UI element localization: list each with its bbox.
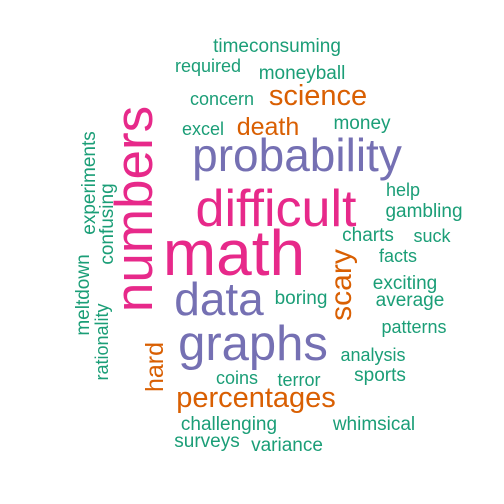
word-numbers: numbers [105,106,164,312]
word-difficult: difficult [196,180,357,238]
word-coins: coins [216,368,258,388]
word-surveys: surveys [174,431,239,452]
word-whimsical: whimsical [332,414,415,435]
word-timeconsuming: timeconsuming [213,36,341,57]
word-scary: scary [325,249,358,321]
word-charts: charts [342,225,394,246]
word-help: help [386,180,420,200]
word-challenging: challenging [181,414,277,435]
word-percentages: percentages [176,382,336,414]
word-hard: hard [141,342,169,392]
word-excel: excel [182,119,224,139]
word-death: death [237,113,300,141]
word-rationality: rationality [92,303,112,380]
word-analysis: analysis [340,345,405,365]
word-sports: sports [354,365,406,386]
word-confusing: confusing [97,183,118,264]
word-moneyball: moneyball [259,63,346,84]
word-patterns: patterns [381,317,446,337]
word-average: average [376,290,445,311]
word-required: required [175,56,241,76]
word-graphs: graphs [178,317,328,371]
word-boring: boring [275,288,328,309]
word-experiments: experiments [79,131,100,235]
word-probability: probability [192,129,402,181]
word-terror: terror [277,370,320,390]
word-gambling: gambling [385,201,462,222]
word-money: money [333,113,391,134]
word-concern: concern [190,89,254,109]
word-exciting: exciting [373,273,437,294]
word-variance: variance [251,435,323,456]
word-data: data [174,273,264,325]
word-suck: suck [413,226,451,246]
word-science: science [269,80,367,112]
word-facts: facts [379,246,417,266]
word-math: math [163,217,305,289]
word-meltdown: meltdown [73,254,94,335]
